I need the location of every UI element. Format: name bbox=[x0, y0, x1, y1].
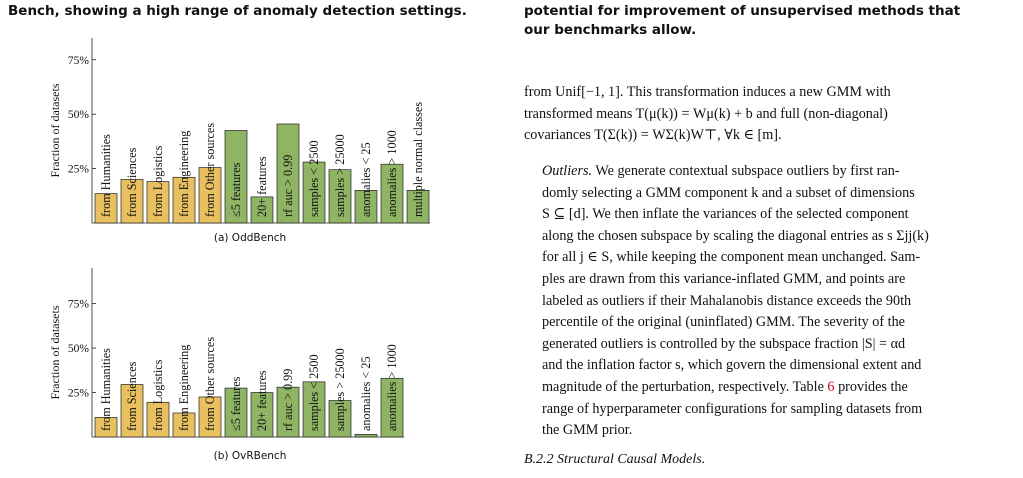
bar-category-label: anomalies > 1000 bbox=[385, 344, 399, 431]
y-tick-label: 75% bbox=[68, 299, 90, 311]
y-axis-label: Fraction of datasets bbox=[48, 83, 62, 177]
bar bbox=[406, 190, 430, 224]
y-tick-label: 25% bbox=[68, 388, 90, 400]
table-caption-line-1: potential for improvement of unsupervise… bbox=[524, 3, 961, 19]
figure-caption-text: Bench, showing a high range of anomaly d… bbox=[8, 3, 467, 19]
paragraph-heading: Outliers. bbox=[542, 163, 593, 179]
paragraph-gmm-transform: from Unif[−1, 1]. This transformation in… bbox=[524, 82, 1016, 147]
bar-category-label: 20+ features bbox=[255, 156, 269, 217]
bar bbox=[224, 387, 248, 438]
bar-category-label: from Humanities bbox=[99, 134, 113, 217]
bar bbox=[172, 412, 196, 438]
bar bbox=[94, 417, 118, 438]
bar bbox=[276, 386, 300, 438]
bar-category-label: from Sciences bbox=[125, 147, 139, 217]
y-tick-label: 25% bbox=[68, 164, 90, 176]
bar-category-label: from Other sources bbox=[203, 123, 217, 217]
bar-category-label: samples > 25000 bbox=[333, 134, 347, 217]
bar bbox=[120, 384, 144, 438]
y-tick-label: 75% bbox=[68, 55, 90, 67]
bar-category-label: anomalies > 1000 bbox=[385, 130, 399, 217]
text-line: transformed means T(μ(k)) = Wμ(k) + b an… bbox=[524, 105, 888, 122]
bar-category-label: ≤5 features bbox=[229, 162, 243, 217]
text-line: percentile of the original (uninflated) … bbox=[542, 314, 905, 331]
y-axis-label: Fraction of datasets bbox=[48, 305, 62, 399]
bar-category-label: anomalies < 25 bbox=[359, 142, 373, 217]
text-line: Outliers. We generate contextual subspac… bbox=[542, 163, 900, 179]
oddbench-bar-chart: 25% 50% 75% Fraction of datasets from Humani… bbox=[48, 38, 430, 224]
text-line: S ⊆ [d]. We then inflate the variances o… bbox=[542, 206, 909, 223]
bar-category-label: rf auc > 0.99 bbox=[281, 369, 295, 431]
bar-category-label: 20+ features bbox=[255, 370, 269, 431]
bar bbox=[328, 169, 352, 224]
bar-category-label: multiple normal classes bbox=[411, 102, 425, 217]
text-line: covariances T(Σ(k)) = WΣ(k)W⊤, ∀k ∈ [m]. bbox=[524, 127, 782, 144]
table-caption-line-2: our benchmarks allow. bbox=[524, 22, 697, 38]
bar-category-label: from Logistics bbox=[151, 145, 165, 217]
bar-category-label: anomalies < 25 bbox=[359, 356, 373, 431]
oddbench-subcaption: (a) OddBench bbox=[213, 232, 287, 244]
bar bbox=[354, 190, 378, 224]
y-tick-label: 50% bbox=[68, 343, 90, 355]
bar bbox=[380, 163, 404, 224]
text-line: for all j ∈ S, while keeping the compone… bbox=[542, 249, 921, 266]
bar-category-label: from Humanities bbox=[99, 348, 113, 431]
ovrbench-bar-chart: 25% 50% 75% Fraction of datasets from Humani… bbox=[48, 268, 404, 438]
ovrbench-subcaption: (b) OvRBench bbox=[213, 450, 287, 462]
bar bbox=[328, 400, 352, 438]
bar bbox=[250, 196, 274, 224]
bar bbox=[380, 377, 404, 438]
bar bbox=[224, 130, 248, 224]
bar-category-label: from Engineering bbox=[177, 131, 191, 217]
bar bbox=[198, 167, 222, 224]
bar bbox=[146, 181, 170, 224]
subsection-heading: B.2.2 Structural Causal Models. bbox=[524, 452, 706, 467]
bar bbox=[198, 396, 222, 438]
bar-category-label: samples > 25000 bbox=[333, 348, 347, 431]
bar-category-label: from Engineering bbox=[177, 345, 191, 431]
text-line: the GMM prior. bbox=[542, 422, 633, 439]
bar bbox=[250, 392, 274, 438]
bar-category-label: from Other sources bbox=[203, 337, 217, 431]
bar-category-label: rf auc > 0.99 bbox=[281, 155, 295, 217]
bar-category-label: from Sciences bbox=[125, 361, 139, 431]
bar-category-label: samples < 2500 bbox=[307, 354, 321, 431]
text-line: ples are drawn from this variance-inflat… bbox=[542, 270, 906, 287]
text-line: along the chosen subspace by scaling the… bbox=[542, 227, 929, 244]
bar-category-label: samples < 2500 bbox=[307, 140, 321, 217]
bar bbox=[120, 179, 144, 224]
bar-category-label: from Logistics bbox=[151, 359, 165, 431]
table-caption-tail: potential for improvement of unsupervise… bbox=[524, 2, 1014, 40]
bar bbox=[276, 123, 300, 224]
text-line: magnitude of the perturbation, respectiv… bbox=[542, 378, 908, 395]
y-tick-label: 50% bbox=[68, 109, 90, 121]
figure-caption-tail: Bench, showing a high range of anomaly d… bbox=[8, 2, 488, 21]
text-line: generated outliers is controlled by the … bbox=[542, 335, 906, 352]
bar bbox=[172, 176, 196, 224]
bar-category-label: ≤5 features bbox=[229, 376, 243, 431]
text-line: range of hyperparameter configurations f… bbox=[542, 400, 923, 417]
text-line: domly selecting a GMM component k and a … bbox=[542, 184, 915, 201]
bar bbox=[302, 381, 326, 438]
text-line: labeled as outliers if their Mahalanobis… bbox=[542, 292, 912, 309]
table-reference-link[interactable]: 6 bbox=[827, 378, 835, 395]
bar bbox=[146, 401, 170, 438]
bar bbox=[302, 161, 326, 224]
bar bbox=[354, 433, 378, 438]
paragraph-outliers: Outliers. We generate contextual subspac… bbox=[524, 161, 1016, 442]
text-line: and the inflation factor s, which govern… bbox=[542, 357, 922, 374]
text-line: from Unif[−1, 1]. This transformation in… bbox=[524, 84, 891, 100]
bar bbox=[94, 193, 118, 224]
